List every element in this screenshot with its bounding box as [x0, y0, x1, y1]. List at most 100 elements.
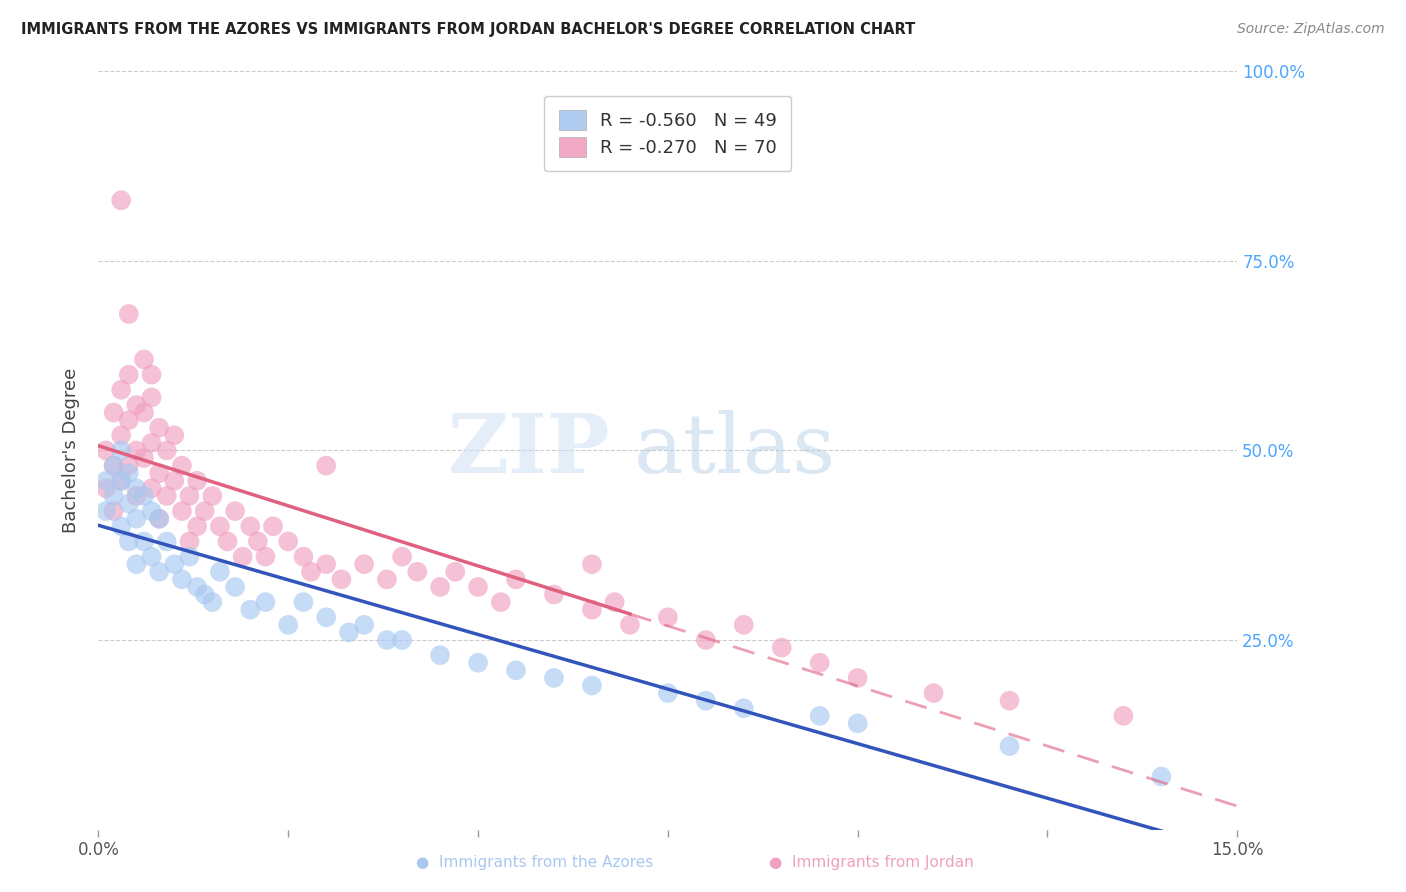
Point: [224, 580, 246, 594]
Point: [581, 603, 603, 617]
Point: [132, 405, 155, 420]
Point: [1150, 769, 1173, 784]
Point: [141, 391, 163, 405]
Point: [353, 617, 375, 632]
Point: [194, 588, 217, 602]
Point: [118, 458, 141, 473]
Point: [148, 512, 170, 526]
Point: [118, 467, 141, 481]
Point: [262, 519, 284, 533]
Point: [110, 443, 132, 458]
Point: [179, 534, 201, 549]
Point: [391, 633, 413, 648]
Point: [353, 557, 375, 572]
Point: [103, 458, 125, 473]
Point: [277, 534, 299, 549]
Point: [125, 557, 148, 572]
Point: [118, 368, 141, 382]
Point: [277, 617, 299, 632]
Point: [581, 557, 603, 572]
Point: [695, 694, 717, 708]
Point: [543, 671, 565, 685]
Point: [141, 482, 163, 496]
Point: [141, 368, 163, 382]
Point: [733, 617, 755, 632]
Point: [125, 443, 148, 458]
Point: [156, 443, 179, 458]
Point: [695, 633, 717, 648]
Point: [186, 474, 208, 488]
Point: [170, 504, 193, 518]
Point: [94, 474, 117, 488]
Point: [224, 504, 246, 518]
Point: [444, 565, 467, 579]
Point: [148, 421, 170, 435]
Point: [429, 580, 451, 594]
Point: [110, 383, 132, 397]
Point: [292, 595, 315, 609]
Text: ZIP: ZIP: [449, 410, 612, 491]
Point: [148, 565, 170, 579]
Point: [179, 549, 201, 564]
Point: [179, 489, 201, 503]
Point: [489, 595, 512, 609]
Point: [467, 580, 489, 594]
Point: [156, 489, 179, 503]
Text: ●  Immigrants from Jordan: ● Immigrants from Jordan: [769, 855, 974, 870]
Point: [132, 489, 155, 503]
Point: [232, 549, 254, 564]
Point: [148, 512, 170, 526]
Point: [194, 504, 217, 518]
Point: [94, 504, 117, 518]
Point: [103, 458, 125, 473]
Point: [201, 489, 224, 503]
Point: [733, 701, 755, 715]
Point: [110, 474, 132, 488]
Point: [246, 534, 269, 549]
Point: [148, 467, 170, 481]
Point: [217, 534, 239, 549]
Point: [505, 664, 527, 678]
Point: [118, 534, 141, 549]
Point: [603, 595, 626, 609]
Text: atlas: atlas: [634, 410, 835, 491]
Point: [299, 565, 322, 579]
Point: [581, 678, 603, 692]
Point: [141, 504, 163, 518]
Point: [141, 549, 163, 564]
Point: [201, 595, 224, 609]
Point: [505, 573, 527, 587]
Point: [254, 549, 277, 564]
Point: [208, 519, 231, 533]
Point: [170, 458, 193, 473]
Point: [657, 610, 679, 624]
Text: Source: ZipAtlas.com: Source: ZipAtlas.com: [1237, 22, 1385, 37]
Point: [125, 482, 148, 496]
Point: [406, 565, 429, 579]
Point: [467, 656, 489, 670]
Point: [103, 504, 125, 518]
Point: [292, 549, 315, 564]
Legend: R = -0.560   N = 49, R = -0.270   N = 70: R = -0.560 N = 49, R = -0.270 N = 70: [544, 95, 792, 171]
Point: [543, 588, 565, 602]
Point: [125, 512, 148, 526]
Point: [315, 610, 337, 624]
Point: [163, 474, 186, 488]
Point: [208, 565, 231, 579]
Point: [110, 519, 132, 533]
Point: [118, 413, 141, 427]
Point: [170, 573, 193, 587]
Point: [186, 580, 208, 594]
Point: [163, 557, 186, 572]
Point: [163, 428, 186, 442]
Point: [770, 640, 793, 655]
Point: [125, 398, 148, 412]
Point: [657, 686, 679, 700]
Point: [94, 443, 117, 458]
Text: IMMIGRANTS FROM THE AZORES VS IMMIGRANTS FROM JORDAN BACHELOR'S DEGREE CORRELATI: IMMIGRANTS FROM THE AZORES VS IMMIGRANTS…: [21, 22, 915, 37]
Point: [330, 573, 353, 587]
Point: [375, 633, 398, 648]
Point: [239, 603, 262, 617]
Point: [132, 352, 155, 367]
Point: [110, 194, 132, 208]
